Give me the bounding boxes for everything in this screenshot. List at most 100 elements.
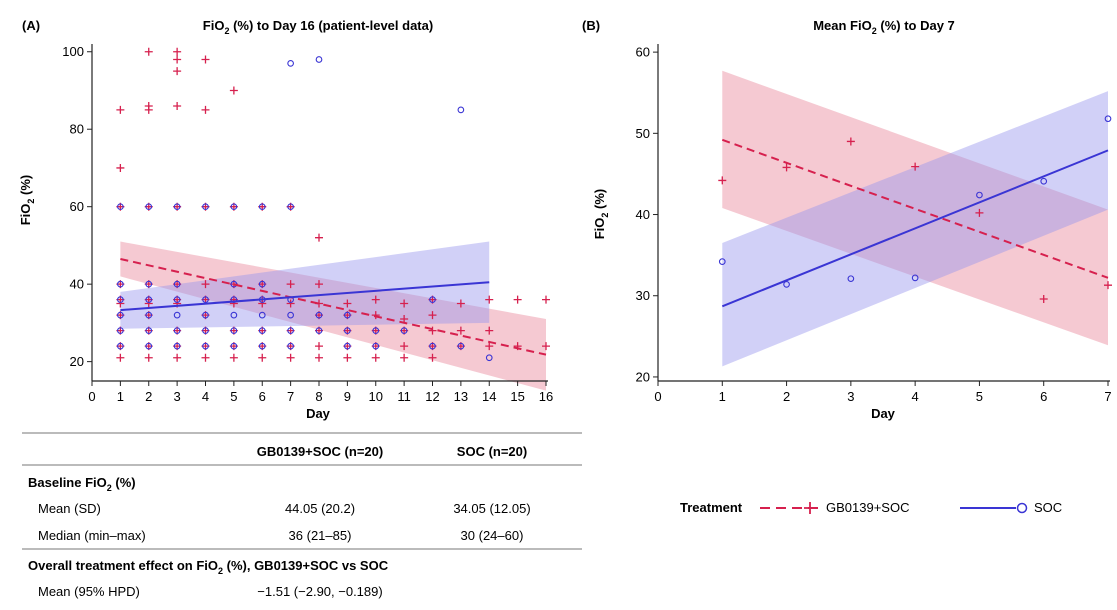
- data-point-gb0139: [315, 342, 323, 351]
- data-point-soc: [718, 258, 726, 265]
- y-tick-label: 30: [636, 288, 650, 303]
- data-point-gb0139: [144, 299, 153, 308]
- data-point-soc: [173, 311, 181, 319]
- x-tick-label: 12: [425, 389, 439, 404]
- x-tick-label: 13: [454, 389, 468, 404]
- data-point-gb0139: [173, 353, 182, 362]
- data-point-gb0139: [116, 299, 125, 308]
- data-point-soc: [783, 281, 790, 288]
- table-header-soc: SOC (n=20): [457, 444, 527, 459]
- data-point-soc: [117, 327, 124, 334]
- data-point-soc: [117, 296, 124, 304]
- data-point-gb0139: [485, 295, 494, 304]
- data-point-gb0139: [286, 280, 295, 289]
- data-point-gb0139: [782, 163, 791, 172]
- x-tick-label: 9: [344, 389, 351, 404]
- data-point-soc: [202, 311, 209, 319]
- data-point-gb0139: [201, 280, 210, 289]
- x-tick-label: 6: [1040, 389, 1047, 404]
- data-point-gb0139: [400, 315, 409, 324]
- data-point-gb0139: [343, 299, 352, 308]
- data-point-gb0139: [201, 353, 210, 362]
- x-tick-label: 5: [230, 389, 237, 404]
- data-point-gb0139: [400, 353, 409, 362]
- x-tick-label: 2: [783, 389, 790, 404]
- data-point-soc: [230, 311, 238, 319]
- data-point-gb0139: [201, 55, 210, 64]
- data-point-gb0139: [428, 311, 437, 320]
- panel-b-title: Mean FiO2 (%) to Day 7: [813, 18, 955, 36]
- table-cell: 34.05 (12.05): [453, 501, 530, 516]
- data-point-gb0139: [286, 353, 295, 362]
- data-point-soc: [230, 203, 238, 211]
- data-point-gb0139: [116, 105, 125, 114]
- table-row-label: Mean (SD): [38, 501, 101, 516]
- table-cell: 36 (21–85): [289, 528, 352, 543]
- data-point-soc: [173, 296, 181, 304]
- data-point-soc: [1040, 177, 1048, 185]
- y-tick-label: 20: [636, 369, 650, 384]
- data-point-gb0139: [371, 311, 380, 320]
- panel-b-y-axis-label: FiO2 (%): [592, 189, 610, 240]
- x-tick-label: 7: [1104, 389, 1111, 404]
- data-point-soc: [202, 296, 209, 304]
- data-point-gb0139: [456, 299, 465, 308]
- data-point-gb0139: [428, 353, 437, 362]
- x-tick-label: 4: [202, 389, 209, 404]
- data-point-gb0139: [173, 101, 182, 110]
- data-point-soc: [173, 280, 181, 288]
- data-point-soc: [287, 311, 294, 319]
- data-point-soc: [230, 342, 238, 350]
- data-point-soc: [287, 203, 294, 211]
- data-point-soc: [344, 327, 351, 334]
- x-tick-label: 0: [654, 389, 661, 404]
- data-point-gb0139: [173, 55, 182, 64]
- data-point-soc: [315, 327, 323, 334]
- data-point-soc: [145, 327, 153, 334]
- data-point-gb0139: [911, 162, 920, 171]
- data-point-soc: [145, 342, 153, 350]
- confidence-band-gb0139: [722, 70, 1108, 346]
- y-tick-label: 20: [70, 354, 84, 369]
- data-point-soc: [911, 274, 919, 282]
- data-point-soc: [315, 311, 323, 319]
- data-point-gb0139: [542, 342, 550, 351]
- x-tick-label: 14: [482, 389, 496, 404]
- data-point-gb0139: [975, 208, 984, 217]
- table-header-gb0139: GB0139+SOC (n=20): [257, 444, 383, 459]
- panel-a-y-axis-label: FiO2 (%): [18, 175, 36, 226]
- trend-line-gb0139: [120, 258, 547, 356]
- x-tick-label: 16: [539, 389, 553, 404]
- data-point-soc: [372, 342, 380, 350]
- x-tick-label: 3: [174, 389, 181, 404]
- table-cell: −1.51 (−2.90, −0.189): [257, 584, 382, 599]
- data-point-gb0139: [718, 176, 727, 185]
- data-point-soc: [287, 327, 294, 334]
- legend-title: Treatment: [680, 500, 743, 515]
- data-point-gb0139: [513, 295, 522, 304]
- data-point-soc: [173, 342, 181, 350]
- data-point-gb0139: [485, 326, 494, 335]
- y-tick-label: 100: [62, 44, 84, 59]
- data-point-soc: [372, 327, 380, 334]
- data-point-gb0139: [456, 326, 465, 335]
- data-point-soc: [202, 342, 209, 350]
- y-tick-label: 80: [70, 122, 84, 137]
- data-point-soc: [173, 327, 181, 334]
- data-point-gb0139: [144, 47, 153, 56]
- data-point-soc: [258, 327, 266, 334]
- data-point-soc: [145, 280, 153, 288]
- data-point-soc: [117, 280, 124, 288]
- data-point-gb0139: [144, 105, 153, 114]
- table-row: Mean (95% HPD) −1.51 (−2.90, −0.189): [38, 584, 383, 599]
- data-point-soc: [230, 327, 238, 334]
- table-row-label: Mean (95% HPD): [38, 584, 140, 599]
- data-point-gb0139: [846, 137, 855, 146]
- legend-plus-marker: [804, 502, 816, 514]
- data-point-gb0139: [1104, 281, 1112, 290]
- x-tick-label: 11: [397, 389, 411, 404]
- data-point-soc: [287, 342, 294, 350]
- data-point-soc: [117, 342, 124, 350]
- data-point-soc: [173, 203, 181, 211]
